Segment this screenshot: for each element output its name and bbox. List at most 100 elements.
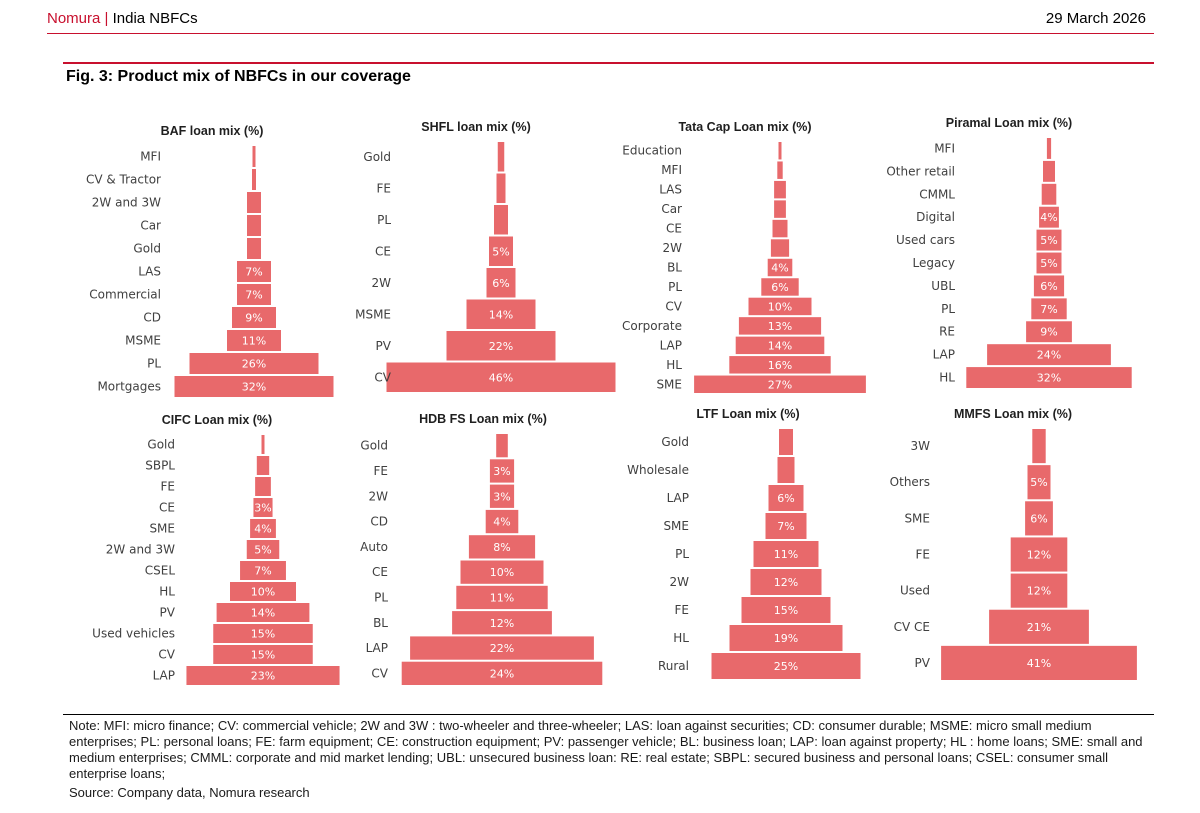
bar	[988, 608, 1090, 645]
bar	[1032, 274, 1066, 298]
bar	[251, 168, 257, 191]
bar	[776, 160, 784, 180]
figure-title: Fig. 3: Product mix of NBFCs in our cove…	[66, 68, 411, 85]
data-label: 6%	[777, 492, 794, 505]
data-label: 4%	[493, 516, 510, 529]
header-divider	[47, 33, 1154, 34]
category-label: BL	[667, 261, 682, 275]
category-label: 2W and 3W	[106, 543, 175, 557]
bar	[226, 329, 282, 352]
category-label: CE	[372, 565, 388, 579]
category-label: CV	[371, 666, 388, 680]
category-label: SBPL	[145, 459, 175, 473]
bar	[249, 518, 277, 539]
bar	[693, 374, 867, 394]
data-label: 3%	[254, 502, 271, 515]
bar	[1031, 428, 1047, 465]
category-label: PV	[376, 339, 392, 353]
data-label: 5%	[492, 245, 509, 258]
bar	[728, 355, 832, 375]
category-label: PL	[147, 357, 161, 371]
category-label: FE	[675, 603, 689, 617]
panel-title: Tata Cap Loan mix (%)	[678, 120, 811, 134]
bar	[747, 296, 813, 317]
category-label: 2W	[369, 489, 389, 503]
category-label: Car	[661, 202, 682, 216]
bar	[760, 277, 800, 297]
data-label: 10%	[768, 300, 792, 313]
bar	[1009, 572, 1069, 609]
data-label: 7%	[777, 520, 794, 533]
category-label: RE	[939, 325, 955, 339]
category-label: Auto	[360, 540, 388, 554]
category-label: Rural	[658, 659, 689, 673]
bar	[1042, 159, 1056, 183]
data-label: 41%	[1027, 657, 1051, 670]
category-label: Gold	[133, 242, 161, 256]
bar	[752, 540, 820, 568]
category-label: PV	[915, 656, 931, 670]
data-label: 4%	[1040, 211, 1057, 224]
bar	[493, 204, 509, 236]
bar	[212, 623, 314, 644]
category-label: SME	[904, 511, 930, 525]
bar	[777, 141, 783, 161]
category-label: HL	[939, 371, 955, 385]
data-label: 24%	[1037, 349, 1061, 362]
data-label: 9%	[1040, 326, 1057, 339]
data-label: 10%	[251, 586, 275, 599]
category-label: CSEL	[145, 564, 176, 578]
category-label: SME	[663, 519, 689, 533]
category-label: MFI	[934, 141, 955, 155]
bar	[215, 602, 311, 623]
loan-mix-panel: Tata Cap Loan mix (%) Education MFI LAS Car C…	[622, 120, 867, 394]
category-label: FE	[916, 548, 930, 562]
bar	[778, 428, 794, 456]
data-label: 14%	[768, 339, 792, 352]
data-label: 12%	[774, 576, 798, 589]
bar	[246, 214, 262, 237]
bar	[1026, 464, 1052, 501]
category-label: MSME	[125, 334, 161, 348]
data-label: 32%	[1037, 372, 1061, 385]
bar	[239, 560, 287, 581]
bar	[1035, 251, 1063, 275]
category-label: Gold	[360, 439, 388, 453]
data-label: 11%	[242, 335, 266, 348]
bar	[488, 483, 516, 509]
category-label: FE	[374, 464, 388, 478]
bar	[236, 260, 272, 283]
category-label: Wholesale	[627, 463, 689, 477]
bar	[769, 238, 791, 258]
category-label: CV	[158, 648, 175, 662]
category-label: CD	[370, 515, 388, 529]
bar	[496, 141, 506, 173]
data-label: 32%	[242, 381, 266, 394]
bar	[245, 539, 281, 560]
category-label: PL	[377, 213, 391, 227]
bar	[495, 433, 509, 459]
category-label: LAP	[660, 338, 682, 352]
bar	[173, 375, 335, 398]
loan-mix-panel: BAF loan mix (%)MFI CV & Tractor 2W and 3W…	[86, 124, 335, 398]
category-label: Gold	[661, 435, 689, 449]
bar	[246, 191, 262, 214]
data-label: 14%	[489, 308, 513, 321]
header-brand: Nomura | India NBFCs	[47, 10, 198, 27]
category-label: BL	[373, 616, 388, 630]
category-label: CV	[665, 299, 682, 313]
data-label: 11%	[490, 591, 514, 604]
bar	[467, 534, 537, 560]
data-label: 5%	[1040, 257, 1057, 270]
category-label: 2W	[372, 276, 392, 290]
bar	[737, 316, 823, 336]
category-label: Used cars	[896, 233, 955, 247]
category-label: HL	[159, 585, 175, 599]
data-label: 7%	[1040, 303, 1057, 316]
data-label: 6%	[1040, 280, 1057, 293]
report-date: 29 March 2026	[1045, 10, 1146, 27]
data-label: 15%	[251, 628, 275, 641]
bar	[246, 237, 262, 260]
bar	[740, 596, 832, 624]
